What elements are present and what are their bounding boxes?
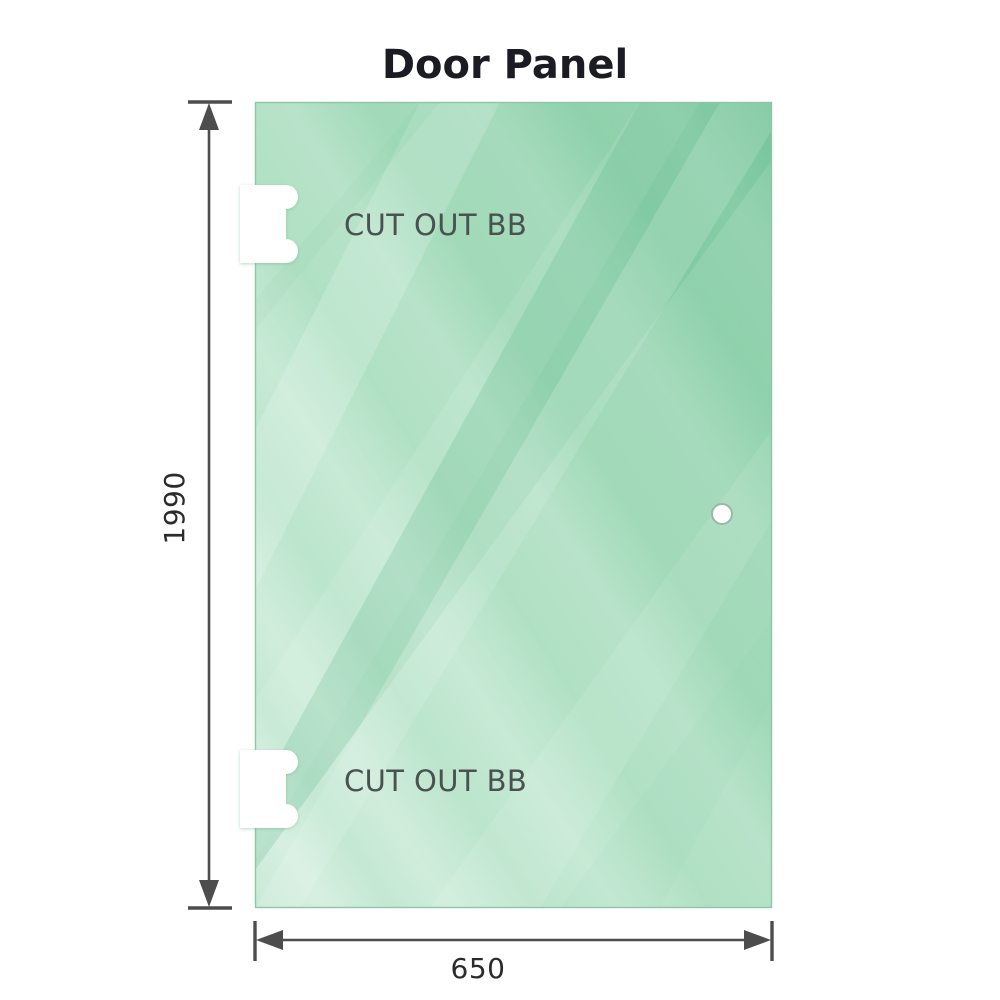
panel-glass-streaks: [255, 102, 772, 908]
cutout-bb-bottom-shape: [240, 750, 298, 828]
dimension-width: 650: [253, 921, 774, 985]
door-panel: [254, 101, 773, 909]
dimension-height-arrow-up-icon: [199, 103, 219, 130]
dimension-width-arrow-left-icon: [256, 930, 283, 950]
dimension-width-arrow-right-icon: [744, 930, 771, 950]
handle-hole-icon: [711, 503, 733, 525]
page-title: Door Panel: [382, 42, 628, 88]
cutout-bb-top: [240, 185, 298, 263]
cutout-bb-bottom-label: CUT OUT BB: [344, 764, 527, 798]
panel-outline: [254, 101, 773, 909]
dimension-height-label: 1990: [158, 471, 191, 544]
cutout-bb-top-shape: [240, 185, 298, 263]
cutout-bb-top-label: CUT OUT BB: [344, 208, 527, 242]
dimension-height-arrow-down-icon: [199, 880, 219, 907]
dimension-height: 1990: [158, 100, 232, 910]
dimension-width-label: 650: [451, 952, 506, 985]
cutout-bb-bottom: [240, 750, 298, 828]
